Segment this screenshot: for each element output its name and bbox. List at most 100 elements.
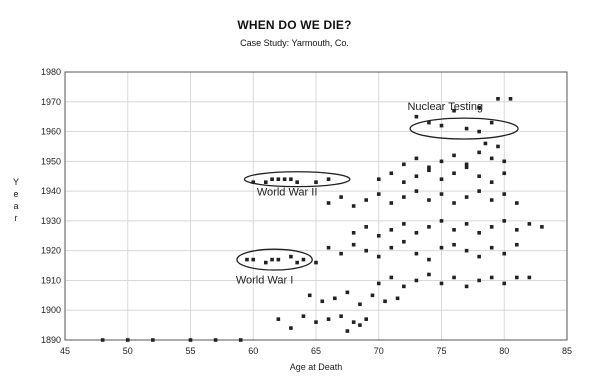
data-point bbox=[427, 198, 431, 202]
data-point bbox=[402, 222, 406, 226]
data-point bbox=[351, 231, 356, 235]
data-point bbox=[345, 290, 350, 295]
data-point bbox=[289, 326, 293, 330]
x-tick-label: 45 bbox=[60, 346, 70, 356]
data-point bbox=[489, 156, 494, 161]
y-tick-label: 1920 bbox=[41, 246, 61, 256]
data-point bbox=[414, 174, 419, 179]
y-tick-label: 1970 bbox=[41, 97, 61, 107]
data-point bbox=[251, 257, 256, 262]
data-point bbox=[270, 177, 274, 181]
annotation-ellipse bbox=[236, 248, 313, 271]
x-axis-label: Age at Death bbox=[290, 362, 343, 372]
data-point bbox=[496, 144, 500, 149]
data-point bbox=[376, 281, 381, 286]
data-point bbox=[364, 198, 368, 202]
data-point bbox=[515, 275, 519, 280]
data-point bbox=[345, 329, 350, 333]
data-point bbox=[320, 299, 325, 304]
data-point bbox=[477, 278, 481, 283]
data-point bbox=[370, 293, 375, 298]
data-point bbox=[489, 198, 494, 202]
y-tick-label: 1960 bbox=[41, 127, 61, 137]
data-point bbox=[389, 171, 394, 176]
grid-layer bbox=[64, 71, 568, 341]
data-point bbox=[464, 248, 469, 253]
data-point bbox=[515, 201, 519, 205]
data-point bbox=[477, 129, 481, 134]
data-point bbox=[452, 242, 456, 247]
data-point bbox=[364, 225, 368, 229]
y-axis-label-char: r bbox=[15, 213, 18, 223]
data-point bbox=[477, 231, 481, 235]
data-point bbox=[376, 254, 381, 259]
data-point bbox=[464, 165, 469, 170]
data-point bbox=[276, 257, 281, 262]
data-point bbox=[351, 204, 356, 208]
data-point bbox=[264, 180, 268, 184]
data-point bbox=[264, 260, 268, 265]
data-point bbox=[402, 239, 406, 244]
data-point bbox=[326, 177, 331, 181]
data-point bbox=[188, 338, 193, 342]
data-point bbox=[414, 278, 419, 283]
chart-title: WHEN DO WE DIE? bbox=[237, 18, 352, 32]
data-point bbox=[477, 254, 481, 259]
x-tick-label: 65 bbox=[311, 346, 321, 356]
data-point bbox=[251, 180, 256, 184]
x-tick-label: 60 bbox=[248, 346, 258, 356]
data-point bbox=[427, 225, 431, 229]
data-points bbox=[100, 97, 544, 342]
data-point bbox=[439, 192, 444, 196]
data-point bbox=[314, 180, 318, 184]
data-point bbox=[515, 242, 519, 247]
data-point bbox=[414, 251, 419, 256]
data-point bbox=[427, 120, 431, 125]
data-point bbox=[213, 338, 218, 342]
data-point bbox=[489, 120, 494, 125]
data-point bbox=[364, 317, 368, 321]
data-point bbox=[339, 195, 343, 199]
data-point bbox=[452, 171, 456, 176]
data-point bbox=[439, 123, 444, 128]
data-point bbox=[270, 257, 274, 262]
y-tick-labels: 1890 1900 1910 1920 1930 1940 1950 1960 1970 1980 bbox=[41, 67, 61, 345]
data-point bbox=[402, 162, 406, 167]
data-point bbox=[333, 296, 337, 301]
data-point bbox=[339, 314, 343, 318]
data-point bbox=[477, 105, 481, 110]
data-point bbox=[489, 225, 494, 229]
data-point bbox=[282, 177, 287, 181]
y-axis-label-char: e bbox=[13, 189, 18, 199]
data-point bbox=[376, 192, 381, 196]
x-tick-labels: 45 50 55 60 65 70 75 80 85 bbox=[60, 346, 572, 356]
data-point bbox=[477, 174, 481, 179]
data-point bbox=[395, 296, 400, 301]
data-point bbox=[414, 189, 419, 193]
data-point bbox=[489, 180, 494, 184]
y-axis-label-char: Y bbox=[13, 177, 19, 187]
data-point bbox=[414, 231, 419, 235]
data-point bbox=[358, 323, 362, 327]
data-point bbox=[389, 201, 394, 205]
data-point bbox=[489, 245, 494, 250]
data-point bbox=[502, 219, 507, 223]
data-point bbox=[389, 228, 394, 232]
data-point bbox=[427, 272, 431, 277]
data-point bbox=[439, 245, 444, 250]
data-point bbox=[452, 201, 456, 205]
data-point bbox=[289, 177, 293, 181]
x-tick-label: 50 bbox=[123, 346, 133, 356]
data-point bbox=[515, 228, 519, 232]
data-point bbox=[364, 248, 368, 253]
data-point bbox=[439, 219, 444, 223]
data-point bbox=[483, 141, 488, 146]
data-point bbox=[452, 275, 456, 280]
data-point bbox=[295, 180, 299, 184]
data-point bbox=[289, 254, 293, 259]
data-point bbox=[439, 159, 444, 164]
annotation-ellipse bbox=[243, 171, 351, 188]
data-point bbox=[427, 165, 431, 170]
